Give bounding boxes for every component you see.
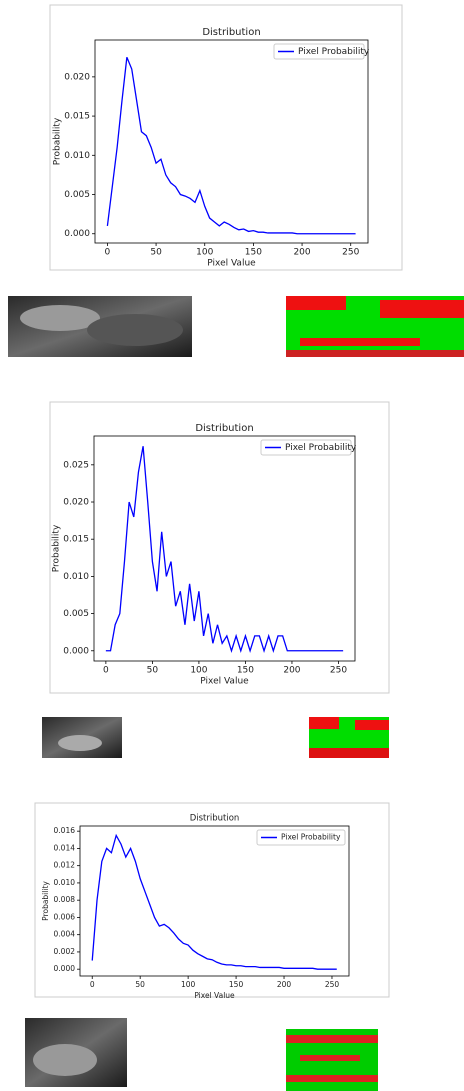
x-tick-label: 100 xyxy=(196,248,213,258)
plot-area xyxy=(94,39,369,244)
chart-title: Distribution xyxy=(195,423,253,434)
color-patch xyxy=(286,1035,378,1043)
y-axis-label: Probability xyxy=(52,524,62,572)
y-tick-label: 0.010 xyxy=(54,878,76,887)
x-tick-label: 0 xyxy=(105,248,111,258)
plot-area xyxy=(93,435,356,662)
image-row-3 xyxy=(25,1018,378,1091)
x-tick-label: 150 xyxy=(237,666,254,676)
chart-title: Distribution xyxy=(190,814,240,824)
x-tick-label: 200 xyxy=(283,666,300,676)
chart: Distribution 0 50 100 150 200 250 0.000 0.002 0.0… xyxy=(34,802,390,1000)
y-axis-label: Probability xyxy=(53,117,63,165)
image-row-1 xyxy=(8,296,464,357)
x-tick-label: 200 xyxy=(277,980,292,989)
legend-label: Pixel Probability xyxy=(298,47,370,57)
color-patch xyxy=(286,296,346,310)
y-tick-label: 0.016 xyxy=(54,826,76,835)
color-patch xyxy=(309,717,339,729)
y-tick-label: 0.000 xyxy=(63,646,89,656)
y-tick-label: 0.025 xyxy=(63,460,89,470)
legend-box xyxy=(256,829,346,846)
y-tick-label: 0.006 xyxy=(54,912,76,921)
x-tick-label: 150 xyxy=(229,980,244,989)
x-tick-label: 250 xyxy=(325,980,340,989)
legend-label: Pixel Probability xyxy=(285,443,357,453)
x-tick-label: 250 xyxy=(330,666,347,676)
y-tick-label: 0.002 xyxy=(54,947,76,956)
y-tick-label: 0.000 xyxy=(54,964,76,973)
y-tick-label: 0.015 xyxy=(64,112,90,122)
y-tick-label: 0.020 xyxy=(63,498,89,508)
y-tick-label: 0.015 xyxy=(63,535,89,545)
x-axis-label: Pixel Value xyxy=(194,991,235,1000)
y-tick-label: 0.010 xyxy=(64,151,90,161)
chart-title: Distribution xyxy=(202,27,260,38)
x-tick-label: 0 xyxy=(103,666,109,676)
x-tick-label: 0 xyxy=(90,980,95,989)
plot-area xyxy=(79,825,350,977)
chart: Distribution 0 50 100 150 200 250 0.000 0.005 0.0… xyxy=(49,401,390,694)
car-shape xyxy=(58,735,102,751)
data-line xyxy=(91,833,337,970)
color-patch xyxy=(300,1055,360,1061)
x-tick-label: 100 xyxy=(181,980,196,989)
x-tick-label: 100 xyxy=(190,666,207,676)
car-shape xyxy=(87,314,183,346)
color-patch xyxy=(300,338,420,346)
x-axis-label: Pixel Value xyxy=(207,259,256,269)
y-tick-label: 0.004 xyxy=(54,930,76,939)
color-patch xyxy=(380,300,464,318)
x-axis-label: Pixel Value xyxy=(200,677,249,687)
color-patch xyxy=(286,350,464,357)
y-tick-label: 0.005 xyxy=(63,609,89,619)
y-tick-label: 0.000 xyxy=(64,229,90,239)
y-tick-label: 0.012 xyxy=(54,861,76,870)
legend-box xyxy=(273,43,365,60)
car-shape xyxy=(33,1044,97,1076)
car-shape xyxy=(20,305,100,331)
data-line xyxy=(106,57,356,235)
legend-box xyxy=(260,439,352,456)
image-row-2 xyxy=(42,717,389,758)
color-patch xyxy=(286,1075,378,1082)
x-tick-label: 50 xyxy=(135,980,145,989)
x-tick-label: 50 xyxy=(150,248,162,258)
x-tick-label: 250 xyxy=(342,248,359,258)
y-axis-label: Probability xyxy=(41,881,50,921)
y-tick-label: 0.010 xyxy=(63,572,89,582)
chart: Distribution 0 50 100 150 200 250 0.000 0.005 0.0… xyxy=(49,4,403,271)
y-tick-label: 0.020 xyxy=(64,72,90,82)
x-tick-label: 150 xyxy=(245,248,262,258)
y-tick-label: 0.005 xyxy=(64,190,90,200)
y-tick-label: 0.014 xyxy=(54,843,76,852)
x-tick-label: 50 xyxy=(147,666,159,676)
x-tick-label: 200 xyxy=(293,248,310,258)
color-patch xyxy=(355,720,389,730)
legend-label: Pixel Probability xyxy=(281,833,341,842)
color-patch xyxy=(309,748,389,758)
data-line xyxy=(105,446,344,653)
y-tick-label: 0.008 xyxy=(54,895,76,904)
